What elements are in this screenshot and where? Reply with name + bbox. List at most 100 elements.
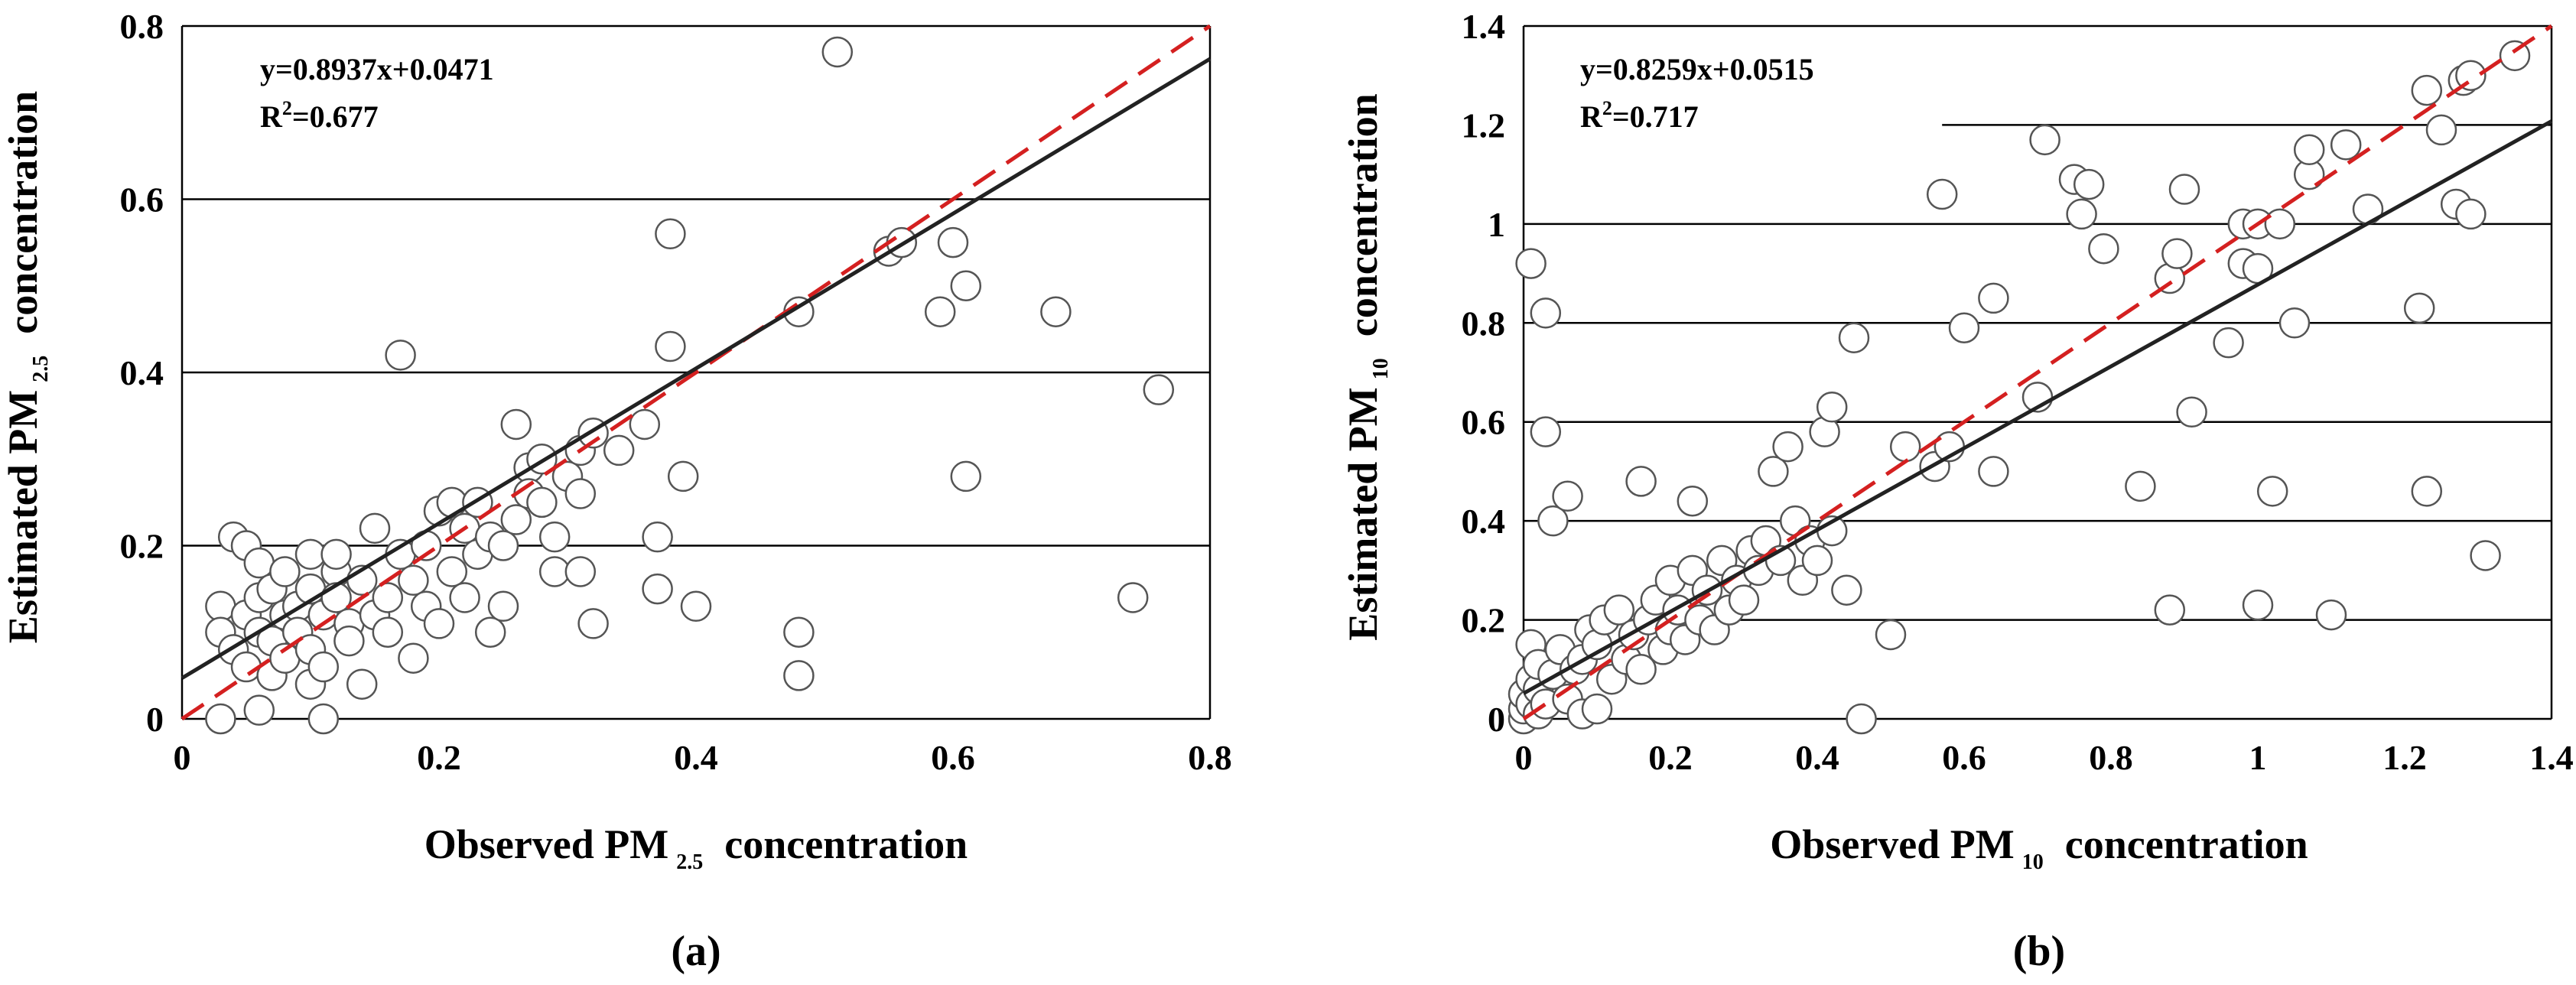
panel-b-y-tick-label: 1 [1488,205,1505,244]
panel-b-data-point [2242,589,2274,621]
panel-b-data-point [2154,594,2186,626]
panel-a-data-point [642,521,673,553]
panel-b-data-point [1816,392,1848,423]
panel-a-data-point [655,218,686,250]
panel-b-x-tick-label: 0.2 [1648,738,1693,777]
panel-a-y-label: Estimated PM2.5concentration [0,91,53,643]
panel-a-data-point [333,625,365,657]
panel-b-data-point [1530,297,1562,329]
panel-b-caption: (b) [2013,928,2065,975]
panel-a-data-point [269,556,301,587]
panel-b-data-point [1875,619,1907,651]
panel-a-x-tick-label: 0.6 [931,738,975,777]
panel-a-gridlines [182,24,1210,547]
panel-a-data-point [538,556,571,587]
panel-b-data-point [2278,307,2311,339]
panel-a-data-point [655,330,686,362]
panel-b-data-point [1625,654,1657,685]
panel-b-x-tick-label: 1.4 [2529,738,2574,777]
panel-a-y-tick-label: 0.2 [120,527,164,566]
panel-a-data-point [1117,582,1149,613]
panel-b-data-point [2256,476,2288,507]
panel-a-data-point [307,651,340,683]
panel-a-x-label: Observed PM 2.5 concentration [424,821,968,874]
panel-a-data-point [603,434,635,466]
panel-a-data-point [1040,296,1072,327]
panel-b-x-ticks: 0 0.2 0.4 0.6 0.8 1 1.2 1.4 [1515,738,2574,777]
panel-a-data-point [243,694,275,726]
panel-a-data-point [1143,374,1175,405]
panel-a-r2: R2=0.677 [260,97,379,134]
panel-a-data-point [436,556,468,587]
panel-a-data-point [538,521,571,553]
panel-b-y-ticks: 0 0.2 0.4 0.6 0.8 1 1.2 1.4 [1462,7,1506,739]
panel-a-data-point [680,590,712,623]
panel-b-y-tick-label: 0 [1488,700,1505,739]
panel-a-data-point [487,530,519,561]
panel-b-y-tick-label: 0.2 [1462,601,1506,640]
panel-a-data-point [307,703,340,735]
panel-b-data-point [1515,248,1547,279]
panel-a-data-point [243,547,275,579]
panel-a-data-point [320,538,352,571]
panel-b-data-point [2168,174,2200,205]
panel-b-data-point [1831,574,1862,606]
panel-a-data-point [398,642,429,674]
panel-b-y-tick-label: 1.2 [1462,106,1506,145]
panel-b-x-tick-label: 0.4 [1795,738,1839,777]
panel-a-data-point [629,408,661,440]
panel-a-y-tick-label: 0.6 [120,180,164,219]
panel-a-data-point [294,538,327,571]
panel-a-data-point [642,573,673,605]
panel-b-data-point [2499,40,2531,72]
panel-b-regression-line [1522,119,2553,695]
panel-b-one-to-one-line [1522,24,2553,721]
panel-b-data-point [1889,431,1921,463]
panel-a-data-point [474,616,506,648]
panel-b-data-point [2264,208,2296,240]
panel-b-x-label: Observed PM 10 concentration [1770,821,2308,874]
panel-a-y-tick-label: 0 [146,700,164,739]
panel-b-data-point [2455,60,2487,91]
panel-b-points [1508,40,2531,735]
panel-a-data-point [783,616,815,648]
panel-b-data-point [1978,456,2009,487]
panel-b-y-tick-label: 1.4 [1462,7,1506,46]
panel-b-x-tick-label: 0 [1515,738,1533,777]
panel-a-data-point [205,590,236,623]
panel-a-data-point [436,486,468,519]
panel-b-data-point [1758,456,1789,487]
panel-a-x-tick-label: 0 [174,738,191,777]
panel-a-data-point [372,616,404,648]
panel-b-data-point [2315,599,2347,631]
panel-a-x-ticks: 0 0.2 0.4 0.6 0.8 [174,738,1232,777]
panel-b-data-point [2411,476,2443,507]
panel-a: 0 0.2 0.4 0.6 0.8 0 0.2 0.4 0.6 0.8 y=0.8937x+0.… [0,7,1232,975]
panel-a-one-to-one-line [181,24,1212,721]
panel-b-data-point [1530,416,1562,447]
panel-a-data-point [783,660,815,691]
panel-a-regression-line [181,57,1212,680]
panel-a-equation: y=0.8937x+0.0471 [260,52,494,86]
panel-a-y-tick-label: 0.8 [120,7,164,46]
panel-b-data-point [1537,505,1569,537]
panel-b-y-tick-label: 0.8 [1462,304,1506,343]
panel-b-data-point [1846,703,1877,735]
panel-b-y-tick-label: 0.6 [1462,403,1506,442]
panel-b-data-point [1978,282,2009,314]
panel-b-y-label: Estimated PM10concentration [1340,93,1393,640]
panel-a-x-tick-label: 0.2 [417,738,461,777]
panel-a-data-point [500,408,532,440]
panel-b-data-point [2088,232,2119,265]
panel-b-x-tick-label: 1 [2249,738,2267,777]
panel-b-data-point [1603,594,1635,626]
panel-b: 0 0.2 0.4 0.6 0.8 1 1.2 1.4 0 0.2 0.4 0.6 0.8 1 1.2 1.… [1340,7,2574,975]
panel-b-data-point [2125,470,2156,502]
panel-a-data-point [372,582,404,613]
panel-a-data-point [346,668,378,700]
panel-a-data-point [500,504,532,535]
panel-b-data-point [1926,178,1958,210]
panel-b-data-point [1801,545,1833,577]
panel-b-data-point [2411,74,2443,106]
